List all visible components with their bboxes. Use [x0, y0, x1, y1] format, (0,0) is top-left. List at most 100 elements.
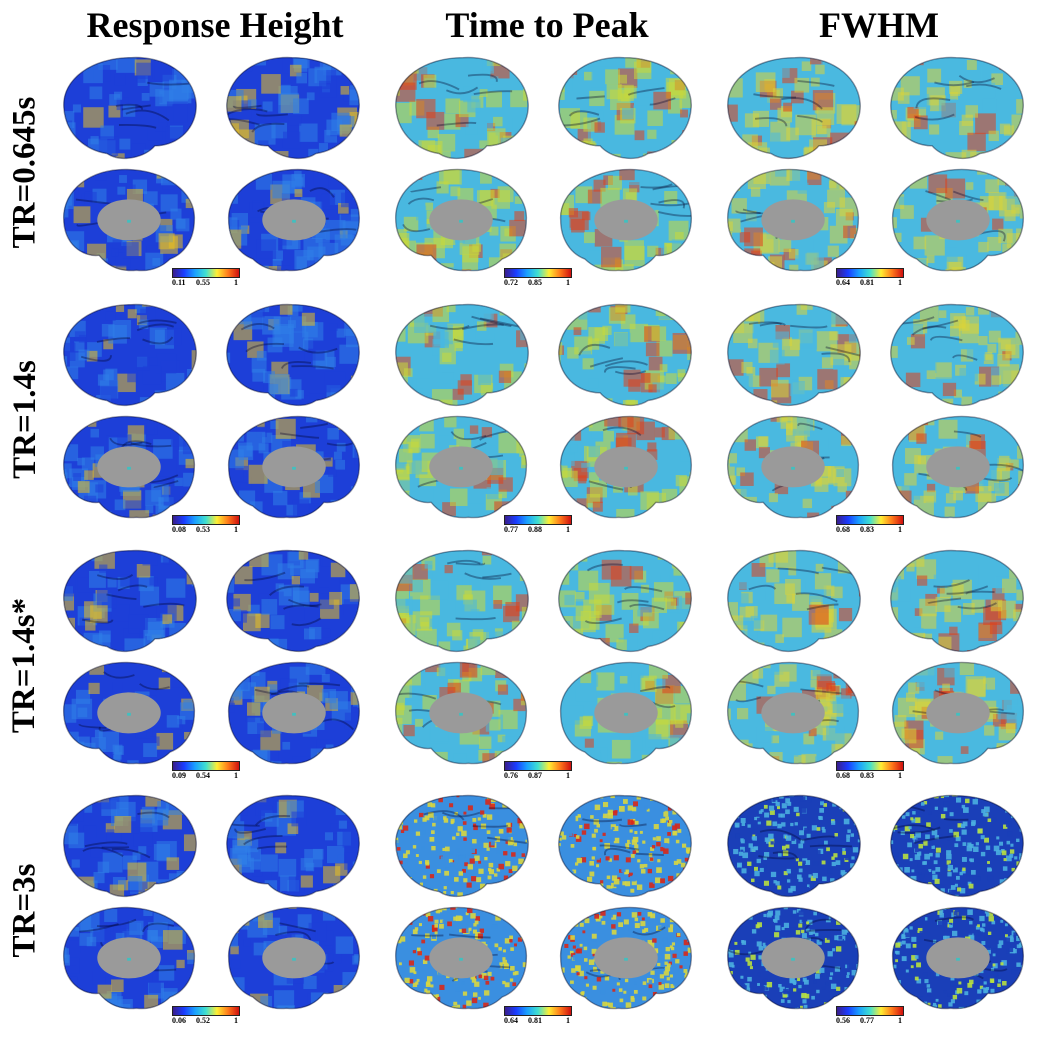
colorbar: 0.77 0.88 1	[504, 515, 574, 537]
colorbar-tick-max: 1	[566, 1016, 570, 1025]
brain-lateral-surface	[382, 543, 540, 658]
brain-lateral-surface	[382, 50, 540, 165]
colorbar-tick-max: 1	[566, 278, 570, 287]
column-title: Response Height	[50, 4, 380, 46]
colorbar-tick-mid: 0.54	[196, 771, 210, 780]
column-title: FWHM	[714, 4, 1044, 46]
colorbar-tick-min: 0.64	[836, 278, 850, 287]
brain-map-panel: 0.64 0.81 1	[714, 50, 1044, 295]
brain-medial-surface	[879, 162, 1037, 274]
colorbar-tick-min: 0.72	[504, 278, 518, 287]
colorbar-gradient	[836, 268, 904, 278]
brain-lateral-surface	[382, 788, 540, 903]
brain-medial-surface	[382, 409, 540, 521]
brain-medial-surface	[714, 900, 872, 1012]
colorbar-tick-mid: 0.81	[860, 278, 874, 287]
row-label-text: TR=1.4s	[7, 360, 44, 479]
brain-map-panel: 0.09 0.54 1	[50, 543, 380, 788]
colorbar-gradient	[172, 268, 240, 278]
colorbar: 0.11 0.55 1	[172, 268, 242, 290]
colorbar-tick-min: 0.09	[172, 771, 186, 780]
brain-lateral-surface	[714, 788, 872, 903]
brain-map-panel: 0.56 0.77 1	[714, 788, 1044, 1033]
brain-map-panel: 0.06 0.52 1	[50, 788, 380, 1033]
brain-medial-surface	[215, 900, 373, 1012]
brain-medial-surface	[547, 409, 705, 521]
colorbar-tick-mid: 0.55	[196, 278, 210, 287]
colorbar-tick-min: 0.76	[504, 771, 518, 780]
colorbar: 0.08 0.53 1	[172, 515, 242, 537]
colorbar-tick-min: 0.77	[504, 525, 518, 534]
colorbar-tick-mid: 0.52	[196, 1016, 210, 1025]
brain-lateral-surface	[714, 50, 872, 165]
colorbar-tick-min: 0.68	[836, 525, 850, 534]
brain-medial-surface	[547, 900, 705, 1012]
colorbar-gradient	[836, 761, 904, 771]
brain-lateral-surface	[879, 788, 1037, 903]
brain-map-panel: 0.64 0.81 1	[382, 788, 712, 1033]
brain-medial-surface	[714, 655, 872, 767]
brain-medial-surface	[50, 162, 208, 274]
brain-lateral-surface	[50, 50, 208, 165]
brain-map-panel: 0.08 0.53 1	[50, 297, 380, 542]
colorbar-tick-max: 1	[234, 1016, 238, 1025]
row-label: TR=1.4s*	[0, 543, 50, 788]
brain-map-panel: 0.11 0.55 1	[50, 50, 380, 295]
brain-medial-surface	[547, 162, 705, 274]
brain-lateral-surface	[547, 543, 705, 658]
brain-map-panel: 0.68 0.83 1	[714, 297, 1044, 542]
colorbar-gradient	[836, 1006, 904, 1016]
brain-map-panel: 0.72 0.85 1	[382, 50, 712, 295]
brain-lateral-surface	[547, 50, 705, 165]
brain-medial-surface	[382, 655, 540, 767]
colorbar-gradient	[172, 761, 240, 771]
colorbar-tick-min: 0.08	[172, 525, 186, 534]
brain-lateral-surface	[382, 297, 540, 412]
column-title: Time to Peak	[382, 4, 712, 46]
brain-medial-surface	[382, 162, 540, 274]
colorbar-tick-mid: 0.83	[860, 525, 874, 534]
brain-lateral-surface	[50, 297, 208, 412]
row-label: TR=0.645s	[0, 50, 50, 295]
colorbar: 0.64 0.81 1	[836, 268, 906, 290]
brain-medial-surface	[50, 409, 208, 521]
brain-lateral-surface	[50, 543, 208, 658]
colorbar-tick-mid: 0.87	[528, 771, 542, 780]
row-label-text: TR=0.645s	[7, 97, 44, 249]
colorbar-tick-max: 1	[898, 525, 902, 534]
row-label-text: TR=3s	[7, 864, 44, 958]
row-label-text: TR=1.4s*	[7, 598, 44, 733]
colorbar-tick-max: 1	[898, 771, 902, 780]
brain-lateral-surface	[215, 543, 373, 658]
colorbar: 0.09 0.54 1	[172, 761, 242, 783]
brain-lateral-surface	[879, 297, 1037, 412]
brain-lateral-surface	[50, 788, 208, 903]
brain-medial-surface	[879, 655, 1037, 767]
brain-lateral-surface	[547, 297, 705, 412]
brain-map-panel: 0.77 0.88 1	[382, 297, 712, 542]
colorbar-tick-mid: 0.53	[196, 525, 210, 534]
colorbar-gradient	[504, 1006, 572, 1016]
colorbar-gradient	[504, 761, 572, 771]
colorbar: 0.06 0.52 1	[172, 1006, 242, 1028]
colorbar-gradient	[504, 515, 572, 525]
colorbar: 0.68 0.83 1	[836, 761, 906, 783]
colorbar-gradient	[504, 268, 572, 278]
brain-medial-surface	[50, 900, 208, 1012]
colorbar-tick-mid: 0.85	[528, 278, 542, 287]
brain-medial-surface	[215, 162, 373, 274]
brain-map-panel: 0.68 0.83 1	[714, 543, 1044, 788]
colorbar-tick-max: 1	[566, 525, 570, 534]
brain-lateral-surface	[215, 50, 373, 165]
brain-medial-surface	[215, 409, 373, 521]
row-label: TR=1.4s	[0, 297, 50, 542]
brain-lateral-surface	[547, 788, 705, 903]
colorbar-gradient	[172, 515, 240, 525]
brain-medial-surface	[714, 409, 872, 521]
colorbar-tick-max: 1	[234, 771, 238, 780]
row-label: TR=3s	[0, 788, 50, 1033]
colorbar: 0.56 0.77 1	[836, 1006, 906, 1028]
colorbar-tick-min: 0.56	[836, 1016, 850, 1025]
colorbar-tick-min: 0.68	[836, 771, 850, 780]
brain-medial-surface	[547, 655, 705, 767]
